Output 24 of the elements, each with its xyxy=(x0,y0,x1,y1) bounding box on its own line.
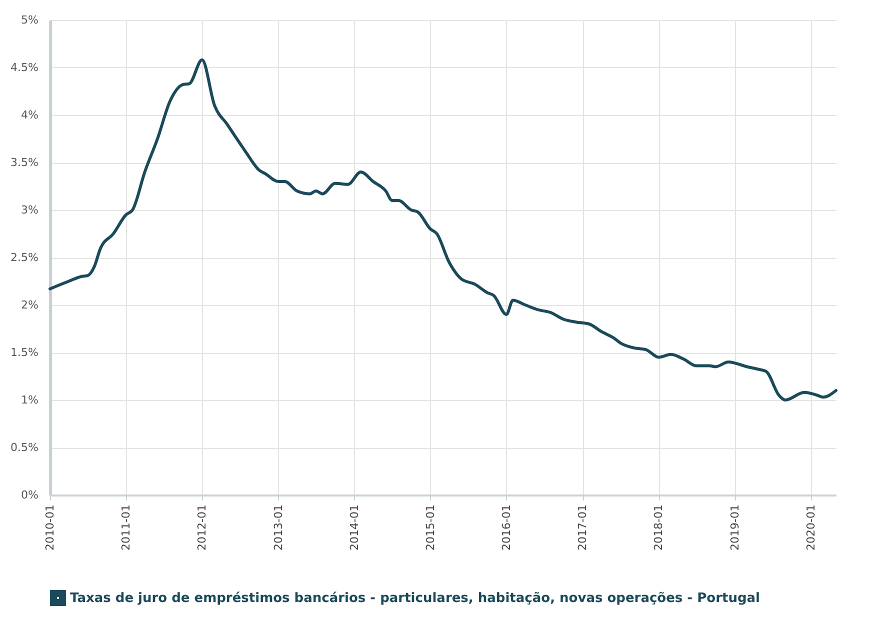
x-tick-label: 2010-01 xyxy=(44,504,56,550)
y-tick-label: 5% xyxy=(21,14,38,26)
x-tick-label: 2012-01 xyxy=(196,504,209,550)
y-tick-label: 4% xyxy=(21,108,38,122)
x-tick-label: 2016-01 xyxy=(500,504,513,550)
line-series xyxy=(48,58,838,402)
y-tick-label: 1.5% xyxy=(10,346,38,359)
y-tick-label: 2.5% xyxy=(10,251,38,264)
x-tick-label: 2013-01 xyxy=(272,504,285,550)
y-tick-label: 1% xyxy=(21,394,38,406)
x-tick-label: 2020-01 xyxy=(804,504,818,550)
x-tick-label: 2011-01 xyxy=(120,504,133,550)
y-tick-label: 2% xyxy=(21,298,38,312)
x-tick-label: 2014-01 xyxy=(348,504,361,550)
y-tick-label: 3.5% xyxy=(10,156,38,169)
y-tick-label: 4.5% xyxy=(10,61,38,74)
x-tick-label: 2017-01 xyxy=(576,504,590,550)
y-tick-label: 3% xyxy=(21,204,38,216)
x-tick-label: 2019-01 xyxy=(728,504,742,550)
y-tick-label: 0.5% xyxy=(10,441,38,454)
x-tick-label: 2018-01 xyxy=(652,504,666,550)
x-tick-label: 2015-01 xyxy=(424,504,437,550)
y-tick-label: 0% xyxy=(21,488,38,502)
legend-label: Taxas de juro de empréstimos bancários - particulares, habitação, novas operações - Portugal xyxy=(70,591,760,606)
